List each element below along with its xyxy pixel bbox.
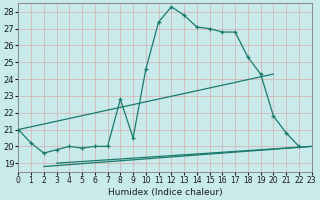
X-axis label: Humidex (Indice chaleur): Humidex (Indice chaleur) — [108, 188, 222, 197]
